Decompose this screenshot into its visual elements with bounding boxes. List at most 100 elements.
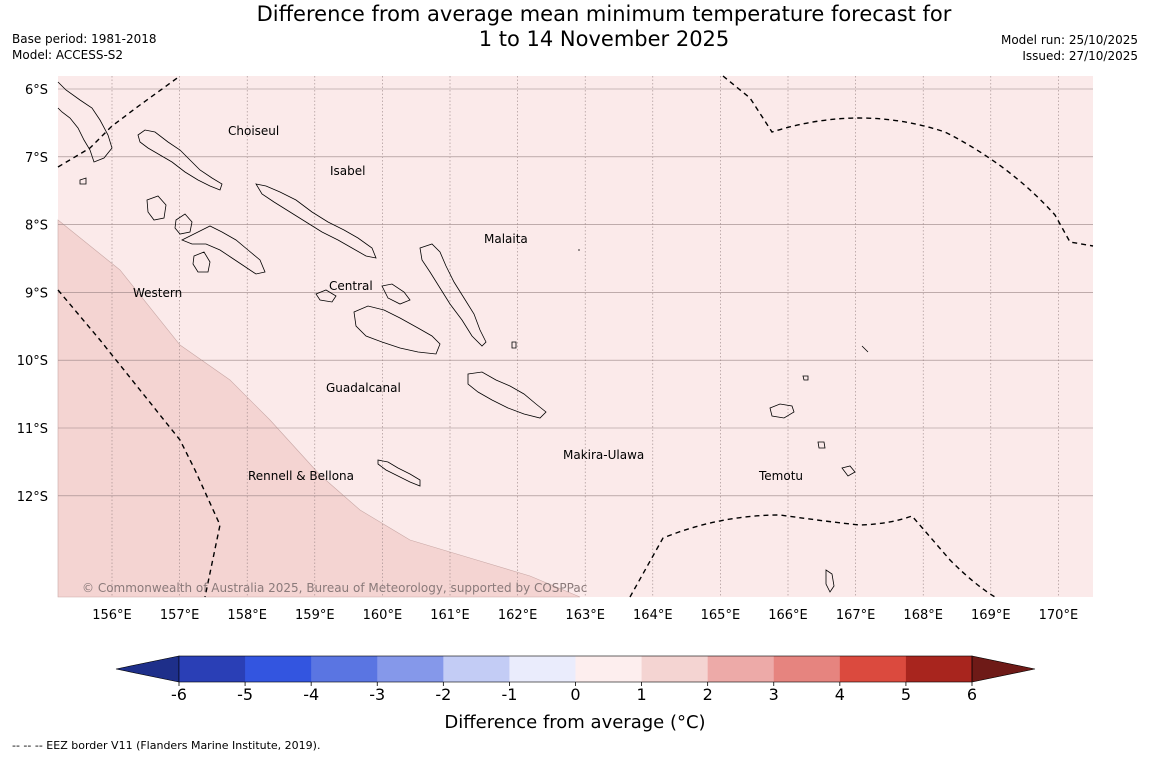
region-label-isabel: Isabel bbox=[330, 164, 365, 178]
eez-border-north-west bbox=[57, 75, 181, 168]
longitude-label: 163°E bbox=[565, 608, 605, 623]
island-rendova bbox=[192, 251, 211, 273]
island-makira bbox=[467, 371, 547, 419]
colorbar-segment bbox=[905, 656, 973, 682]
gridlines bbox=[58, 76, 1093, 597]
longitude-label: 167°E bbox=[836, 608, 876, 623]
colorbar-tick-label: 3 bbox=[769, 685, 779, 704]
model-run: Model run: 25/10/2025 bbox=[1000, 33, 1138, 47]
colorbar-tick-label: 1 bbox=[636, 685, 646, 704]
region-label-rennell-bellona: Rennell & Bellona bbox=[248, 469, 354, 483]
meta-right: Model run: 25/10/2025 Issued: 27/10/2025 bbox=[1001, 32, 1138, 64]
region-label-malaita: Malaita bbox=[484, 232, 528, 246]
title-line-1: Difference from average mean minimum tem… bbox=[256, 2, 952, 26]
island-malaita bbox=[419, 243, 487, 347]
island-isabel bbox=[255, 183, 377, 259]
region-label-central: Central bbox=[329, 279, 373, 293]
colorbar-segment bbox=[377, 656, 444, 682]
colorbar-segment bbox=[575, 656, 643, 682]
colorbar bbox=[115, 655, 1036, 683]
longitude-label: 161°E bbox=[430, 608, 470, 623]
longitude-label: 166°E bbox=[768, 608, 808, 623]
island-russell bbox=[381, 283, 411, 305]
latitude-labels: 6°S 7°S 8°S 9°S 10°S 11°S 12°S bbox=[17, 83, 48, 505]
longitude-label: 162°E bbox=[498, 608, 538, 623]
latitude-label: 10°S bbox=[17, 354, 48, 369]
latitude-label: 8°S bbox=[25, 219, 48, 234]
longitude-label: 159°E bbox=[295, 608, 335, 623]
latitude-label: 11°S bbox=[17, 422, 48, 437]
colorbar-tick-label: 6 bbox=[967, 685, 977, 704]
colorbar-segment bbox=[509, 656, 576, 682]
island-reef-islands bbox=[802, 375, 809, 381]
island-santa-cruz bbox=[769, 403, 795, 419]
longitude-label: 158°E bbox=[227, 608, 267, 623]
island-florida bbox=[315, 289, 337, 303]
colorbar-tick-label: -4 bbox=[303, 685, 319, 704]
island-duff bbox=[861, 345, 869, 353]
map-title: Difference from average mean minimum tem… bbox=[200, 2, 1008, 52]
island-guadalcanal bbox=[353, 305, 441, 355]
region-label-western: Western bbox=[133, 286, 182, 300]
colorbar-tick-label: -1 bbox=[501, 685, 517, 704]
island-bougainville bbox=[57, 81, 113, 163]
island-new-georgia bbox=[181, 225, 266, 275]
latitude-label: 6°S bbox=[25, 83, 48, 98]
longitude-label: 170°E bbox=[1039, 608, 1079, 623]
longitude-label: 156°E bbox=[92, 608, 132, 623]
latitude-label: 12°S bbox=[17, 490, 48, 505]
colorbar-segment bbox=[311, 656, 378, 682]
latitude-label: 7°S bbox=[25, 151, 48, 166]
colorbar-extend-high bbox=[971, 655, 1036, 683]
anomaly-zone-1-2 bbox=[57, 219, 581, 598]
colorbar-label: Difference from average (°C) bbox=[444, 712, 705, 733]
island-shortland bbox=[79, 177, 87, 185]
island-rennell bbox=[377, 459, 421, 487]
longitude-label: 164°E bbox=[633, 608, 673, 623]
island-vella-lavella bbox=[146, 195, 167, 221]
colorbar-tick-label: 2 bbox=[703, 685, 713, 704]
colorbar-tick-label: -6 bbox=[171, 685, 187, 704]
colorbar-segment bbox=[773, 656, 841, 682]
longitude-label: 165°E bbox=[701, 608, 741, 623]
copyright-notice: © Commonwealth of Australia 2025, Bureau… bbox=[82, 581, 587, 595]
island-choiseul bbox=[137, 129, 223, 191]
eez-legend: -- -- -- EEZ border V11 (Flanders Marine… bbox=[12, 739, 321, 752]
colorbar-segment bbox=[641, 656, 709, 682]
colorbar-tick-label: 5 bbox=[901, 685, 911, 704]
longitude-label: 168°E bbox=[903, 608, 943, 623]
latitude-label: 9°S bbox=[25, 286, 48, 301]
colorbar-tick-label: 0 bbox=[570, 685, 580, 704]
model-name: Model: ACCESS-S2 bbox=[12, 48, 124, 62]
title-line-2: 1 to 14 November 2025 bbox=[478, 27, 730, 51]
colorbar-segment bbox=[443, 656, 510, 682]
eez-borders bbox=[57, 75, 1094, 598]
colorbar-segment bbox=[707, 656, 775, 682]
eez-border-west bbox=[57, 289, 221, 598]
region-labels: Choiseul Isabel Malaita Western Central … bbox=[133, 124, 803, 483]
colorbar-segment bbox=[179, 656, 246, 682]
island-kolombangara bbox=[174, 213, 193, 235]
colorbar-segment bbox=[839, 656, 907, 682]
longitude-labels: 156°E 157°E 158°E 159°E 160°E 161°E 162°E 163°E… bbox=[92, 608, 1078, 623]
island-tikopia bbox=[825, 569, 835, 593]
region-label-makira-ulawa: Makira-Ulawa bbox=[563, 448, 644, 462]
island-vanikoro bbox=[841, 465, 856, 477]
colorbar-ticks: -6 -5 -4 -3 -2 -1 0 1 2 3 4 5 6 bbox=[171, 682, 977, 704]
longitude-label: 160°E bbox=[363, 608, 403, 623]
base-period: Base period: 1981-2018 bbox=[12, 32, 157, 46]
colorbar-extend-low bbox=[115, 655, 180, 683]
longitude-label: 169°E bbox=[971, 608, 1011, 623]
eez-border-north-east bbox=[722, 75, 1094, 247]
colorbar-tick-label: 4 bbox=[835, 685, 845, 704]
region-label-choiseul: Choiseul bbox=[228, 124, 279, 138]
colorbar-tick-label: -2 bbox=[435, 685, 451, 704]
island-utupua bbox=[817, 441, 826, 449]
eez-border-south bbox=[629, 514, 996, 598]
island-ulawa bbox=[511, 341, 517, 349]
coastlines bbox=[57, 81, 869, 593]
longitude-label: 157°E bbox=[160, 608, 200, 623]
colorbar-tick-label: -5 bbox=[237, 685, 253, 704]
region-label-guadalcanal: Guadalcanal bbox=[326, 381, 401, 395]
